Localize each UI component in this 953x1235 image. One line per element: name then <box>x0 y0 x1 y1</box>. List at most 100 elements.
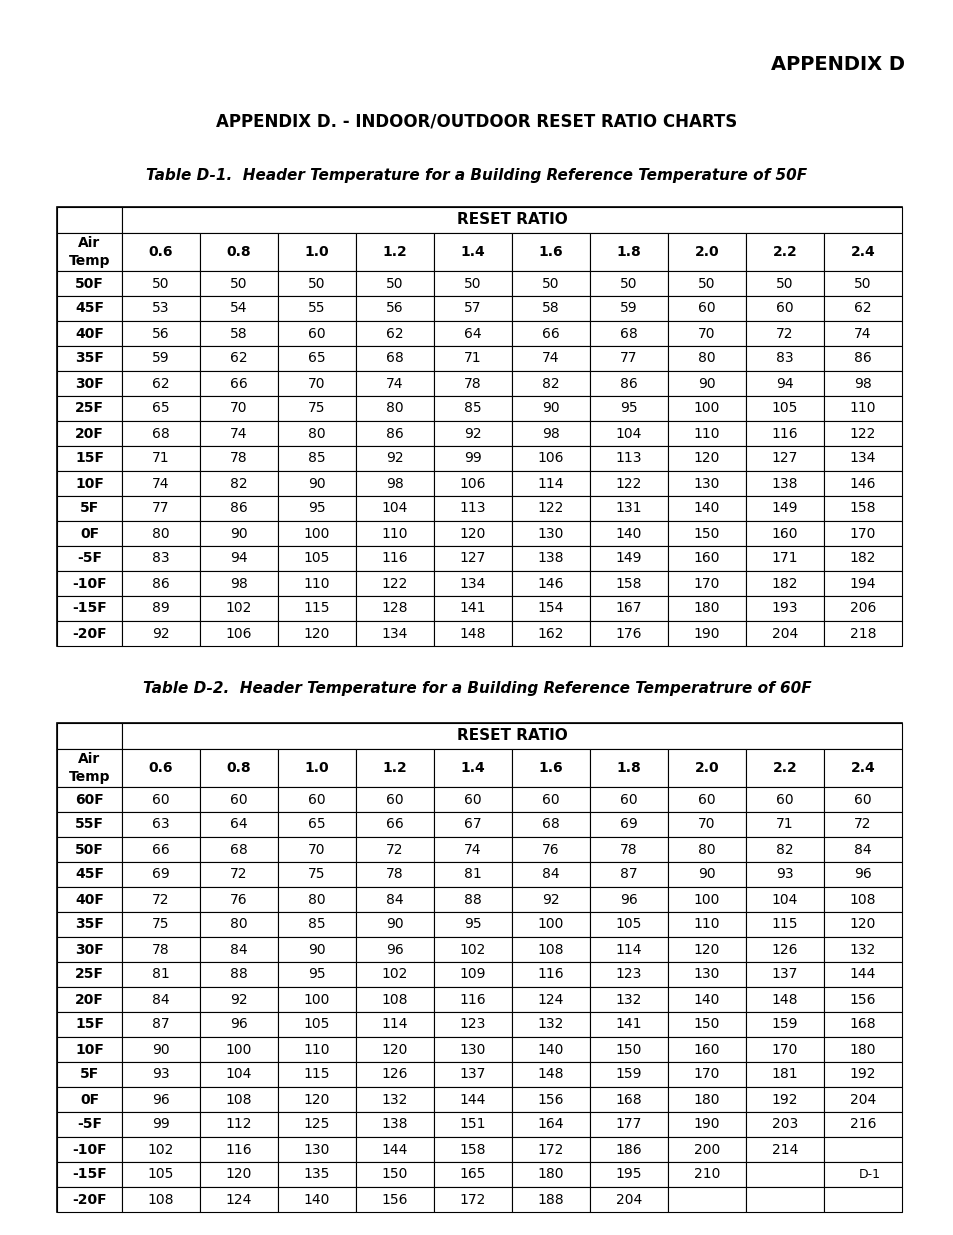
Text: 60: 60 <box>698 793 715 806</box>
Text: 100: 100 <box>226 1042 252 1056</box>
Bar <box>512 471 589 496</box>
Bar <box>200 421 277 446</box>
Text: 180: 180 <box>849 1042 876 1056</box>
Bar <box>434 987 512 1011</box>
Text: 132: 132 <box>616 993 641 1007</box>
Text: 122: 122 <box>616 477 641 490</box>
Text: 10F: 10F <box>75 1042 104 1056</box>
Text: 120: 120 <box>693 942 720 956</box>
Bar <box>277 1112 355 1137</box>
Text: 171: 171 <box>771 552 798 566</box>
Bar <box>122 571 200 597</box>
Bar <box>277 370 355 396</box>
Bar <box>667 370 745 396</box>
Bar <box>589 987 667 1011</box>
Bar <box>122 621 200 646</box>
Text: 50: 50 <box>308 277 325 290</box>
Bar <box>277 962 355 987</box>
Text: 84: 84 <box>386 893 403 906</box>
Text: 1.0: 1.0 <box>304 245 329 259</box>
Text: 110: 110 <box>303 1042 330 1056</box>
Text: 2.2: 2.2 <box>772 245 797 259</box>
Bar <box>823 987 901 1011</box>
Bar <box>200 621 277 646</box>
Text: 108: 108 <box>849 893 876 906</box>
Bar <box>667 471 745 496</box>
Text: 105: 105 <box>771 401 798 415</box>
Text: 112: 112 <box>226 1118 252 1131</box>
Text: 98: 98 <box>853 377 871 390</box>
Bar <box>122 811 200 837</box>
Bar <box>823 571 901 597</box>
Bar <box>57 321 122 346</box>
Bar <box>200 446 277 471</box>
Text: 92: 92 <box>541 893 559 906</box>
Text: 58: 58 <box>541 301 559 315</box>
Text: 75: 75 <box>152 918 170 931</box>
Bar <box>745 1137 823 1162</box>
Text: 25F: 25F <box>75 401 104 415</box>
Bar <box>355 1137 434 1162</box>
Text: 62: 62 <box>152 377 170 390</box>
Bar <box>122 862 200 887</box>
Text: 50: 50 <box>230 277 248 290</box>
Bar <box>667 937 745 962</box>
Text: 75: 75 <box>308 401 325 415</box>
Text: 96: 96 <box>386 942 403 956</box>
Text: 5F: 5F <box>80 1067 99 1082</box>
Text: 100: 100 <box>303 993 330 1007</box>
Bar <box>434 937 512 962</box>
Text: 204: 204 <box>771 626 798 641</box>
Text: 105: 105 <box>616 918 641 931</box>
Text: 106: 106 <box>226 626 252 641</box>
Text: 130: 130 <box>693 967 720 982</box>
Bar <box>745 1062 823 1087</box>
Text: 95: 95 <box>464 918 481 931</box>
Text: 120: 120 <box>459 526 486 541</box>
Bar <box>200 748 277 787</box>
Bar <box>434 748 512 787</box>
Bar <box>57 370 122 396</box>
Bar <box>512 597 589 621</box>
Bar <box>589 1037 667 1062</box>
Bar <box>122 722 901 748</box>
Bar <box>823 621 901 646</box>
Bar <box>200 571 277 597</box>
Text: 81: 81 <box>152 967 170 982</box>
Text: 50: 50 <box>152 277 170 290</box>
Text: 177: 177 <box>616 1118 641 1131</box>
Bar <box>57 546 122 571</box>
Bar <box>823 270 901 296</box>
Bar <box>823 321 901 346</box>
Bar <box>122 1011 200 1037</box>
Bar <box>434 862 512 887</box>
Bar <box>277 1037 355 1062</box>
Text: 120: 120 <box>693 452 720 466</box>
Bar <box>589 837 667 862</box>
Text: 104: 104 <box>771 893 798 906</box>
Bar <box>355 1087 434 1112</box>
Text: 115: 115 <box>303 601 330 615</box>
Bar <box>277 571 355 597</box>
Bar <box>277 811 355 837</box>
Text: 108: 108 <box>226 1093 252 1107</box>
Bar <box>745 521 823 546</box>
Bar <box>434 546 512 571</box>
Bar <box>745 937 823 962</box>
Text: 203: 203 <box>771 1118 798 1131</box>
Text: 50: 50 <box>776 277 793 290</box>
Text: 192: 192 <box>849 1067 876 1082</box>
Text: 94: 94 <box>776 377 793 390</box>
Text: 182: 182 <box>771 577 798 590</box>
Text: -20F: -20F <box>72 1193 107 1207</box>
Bar <box>277 233 355 270</box>
Text: 176: 176 <box>615 626 641 641</box>
Bar <box>355 370 434 396</box>
Text: 70: 70 <box>308 842 325 857</box>
Text: 120: 120 <box>849 918 875 931</box>
Text: 1.4: 1.4 <box>460 245 485 259</box>
Text: 74: 74 <box>386 377 403 390</box>
Text: 74: 74 <box>230 426 248 441</box>
Text: 83: 83 <box>776 352 793 366</box>
Bar <box>823 811 901 837</box>
